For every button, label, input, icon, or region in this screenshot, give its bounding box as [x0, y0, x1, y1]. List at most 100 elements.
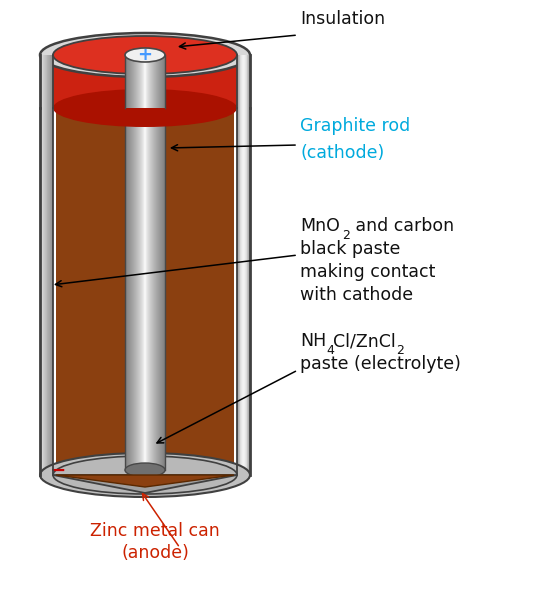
Polygon shape	[143, 55, 144, 108]
Polygon shape	[56, 475, 234, 487]
Polygon shape	[144, 108, 145, 470]
Polygon shape	[133, 55, 134, 108]
Polygon shape	[147, 55, 148, 108]
Polygon shape	[163, 55, 164, 108]
Polygon shape	[149, 108, 150, 470]
Polygon shape	[130, 108, 131, 470]
Polygon shape	[127, 55, 128, 108]
Polygon shape	[132, 108, 133, 470]
Text: 2: 2	[342, 229, 350, 242]
Polygon shape	[160, 55, 161, 108]
Polygon shape	[141, 108, 142, 470]
Polygon shape	[135, 55, 136, 108]
Polygon shape	[137, 55, 138, 108]
Polygon shape	[136, 108, 137, 470]
Polygon shape	[126, 108, 127, 470]
Polygon shape	[152, 108, 153, 470]
Text: and carbon: and carbon	[350, 217, 454, 235]
Polygon shape	[151, 55, 152, 108]
Text: black paste: black paste	[300, 240, 401, 258]
Ellipse shape	[40, 33, 250, 77]
Polygon shape	[161, 108, 162, 470]
Polygon shape	[162, 55, 163, 108]
Ellipse shape	[53, 36, 237, 74]
Polygon shape	[142, 55, 143, 108]
Polygon shape	[128, 108, 129, 470]
Polygon shape	[131, 108, 132, 470]
Polygon shape	[125, 108, 126, 470]
Polygon shape	[155, 55, 156, 108]
Polygon shape	[162, 108, 163, 470]
Polygon shape	[159, 55, 160, 108]
Polygon shape	[134, 55, 135, 108]
Ellipse shape	[40, 453, 250, 497]
Polygon shape	[141, 55, 142, 108]
Polygon shape	[153, 55, 154, 108]
Polygon shape	[53, 475, 237, 493]
Polygon shape	[149, 55, 150, 108]
Polygon shape	[56, 108, 234, 475]
Polygon shape	[155, 108, 156, 470]
Text: (anode): (anode)	[121, 544, 189, 562]
Polygon shape	[147, 108, 148, 470]
Polygon shape	[140, 55, 141, 108]
Polygon shape	[139, 108, 140, 470]
Polygon shape	[134, 108, 135, 470]
Polygon shape	[158, 108, 159, 470]
Polygon shape	[145, 55, 146, 108]
Text: −: −	[50, 461, 66, 479]
Polygon shape	[138, 108, 139, 470]
Polygon shape	[143, 108, 144, 470]
Polygon shape	[156, 55, 157, 108]
Text: making contact: making contact	[300, 263, 435, 281]
Polygon shape	[164, 55, 165, 108]
Polygon shape	[125, 55, 126, 108]
Polygon shape	[144, 55, 145, 108]
Polygon shape	[152, 55, 153, 108]
Polygon shape	[148, 108, 149, 470]
Polygon shape	[131, 55, 132, 108]
Polygon shape	[154, 55, 155, 108]
Polygon shape	[139, 55, 140, 108]
Text: 2: 2	[396, 344, 404, 357]
Polygon shape	[150, 108, 151, 470]
Polygon shape	[153, 108, 154, 470]
Polygon shape	[154, 108, 155, 470]
Text: Graphite rod: Graphite rod	[300, 117, 410, 135]
Polygon shape	[132, 55, 133, 108]
Text: Insulation: Insulation	[300, 10, 385, 28]
Polygon shape	[127, 108, 128, 470]
Polygon shape	[135, 108, 136, 470]
Polygon shape	[157, 55, 158, 108]
Text: Cl/ZnCl: Cl/ZnCl	[333, 332, 396, 350]
Polygon shape	[137, 108, 138, 470]
Ellipse shape	[125, 48, 165, 62]
Ellipse shape	[53, 456, 237, 494]
Polygon shape	[148, 55, 149, 108]
Text: NH: NH	[300, 332, 326, 350]
Polygon shape	[156, 108, 157, 470]
Polygon shape	[129, 108, 130, 470]
Polygon shape	[130, 55, 131, 108]
Polygon shape	[151, 108, 152, 470]
Polygon shape	[157, 108, 158, 470]
Polygon shape	[150, 55, 151, 108]
Text: paste (electrolyte): paste (electrolyte)	[300, 355, 461, 373]
Text: +: +	[138, 46, 152, 64]
Polygon shape	[140, 108, 141, 470]
Polygon shape	[142, 108, 143, 470]
Polygon shape	[133, 108, 134, 470]
Ellipse shape	[125, 463, 165, 477]
Text: Zinc metal can: Zinc metal can	[90, 522, 220, 540]
Polygon shape	[159, 108, 160, 470]
Polygon shape	[158, 55, 159, 108]
Polygon shape	[146, 108, 147, 470]
Polygon shape	[138, 55, 139, 108]
Text: with cathode: with cathode	[300, 286, 413, 304]
Polygon shape	[146, 55, 147, 108]
Polygon shape	[145, 108, 146, 470]
Polygon shape	[129, 55, 130, 108]
Polygon shape	[128, 55, 129, 108]
Polygon shape	[53, 55, 237, 108]
Text: MnO: MnO	[300, 217, 340, 235]
